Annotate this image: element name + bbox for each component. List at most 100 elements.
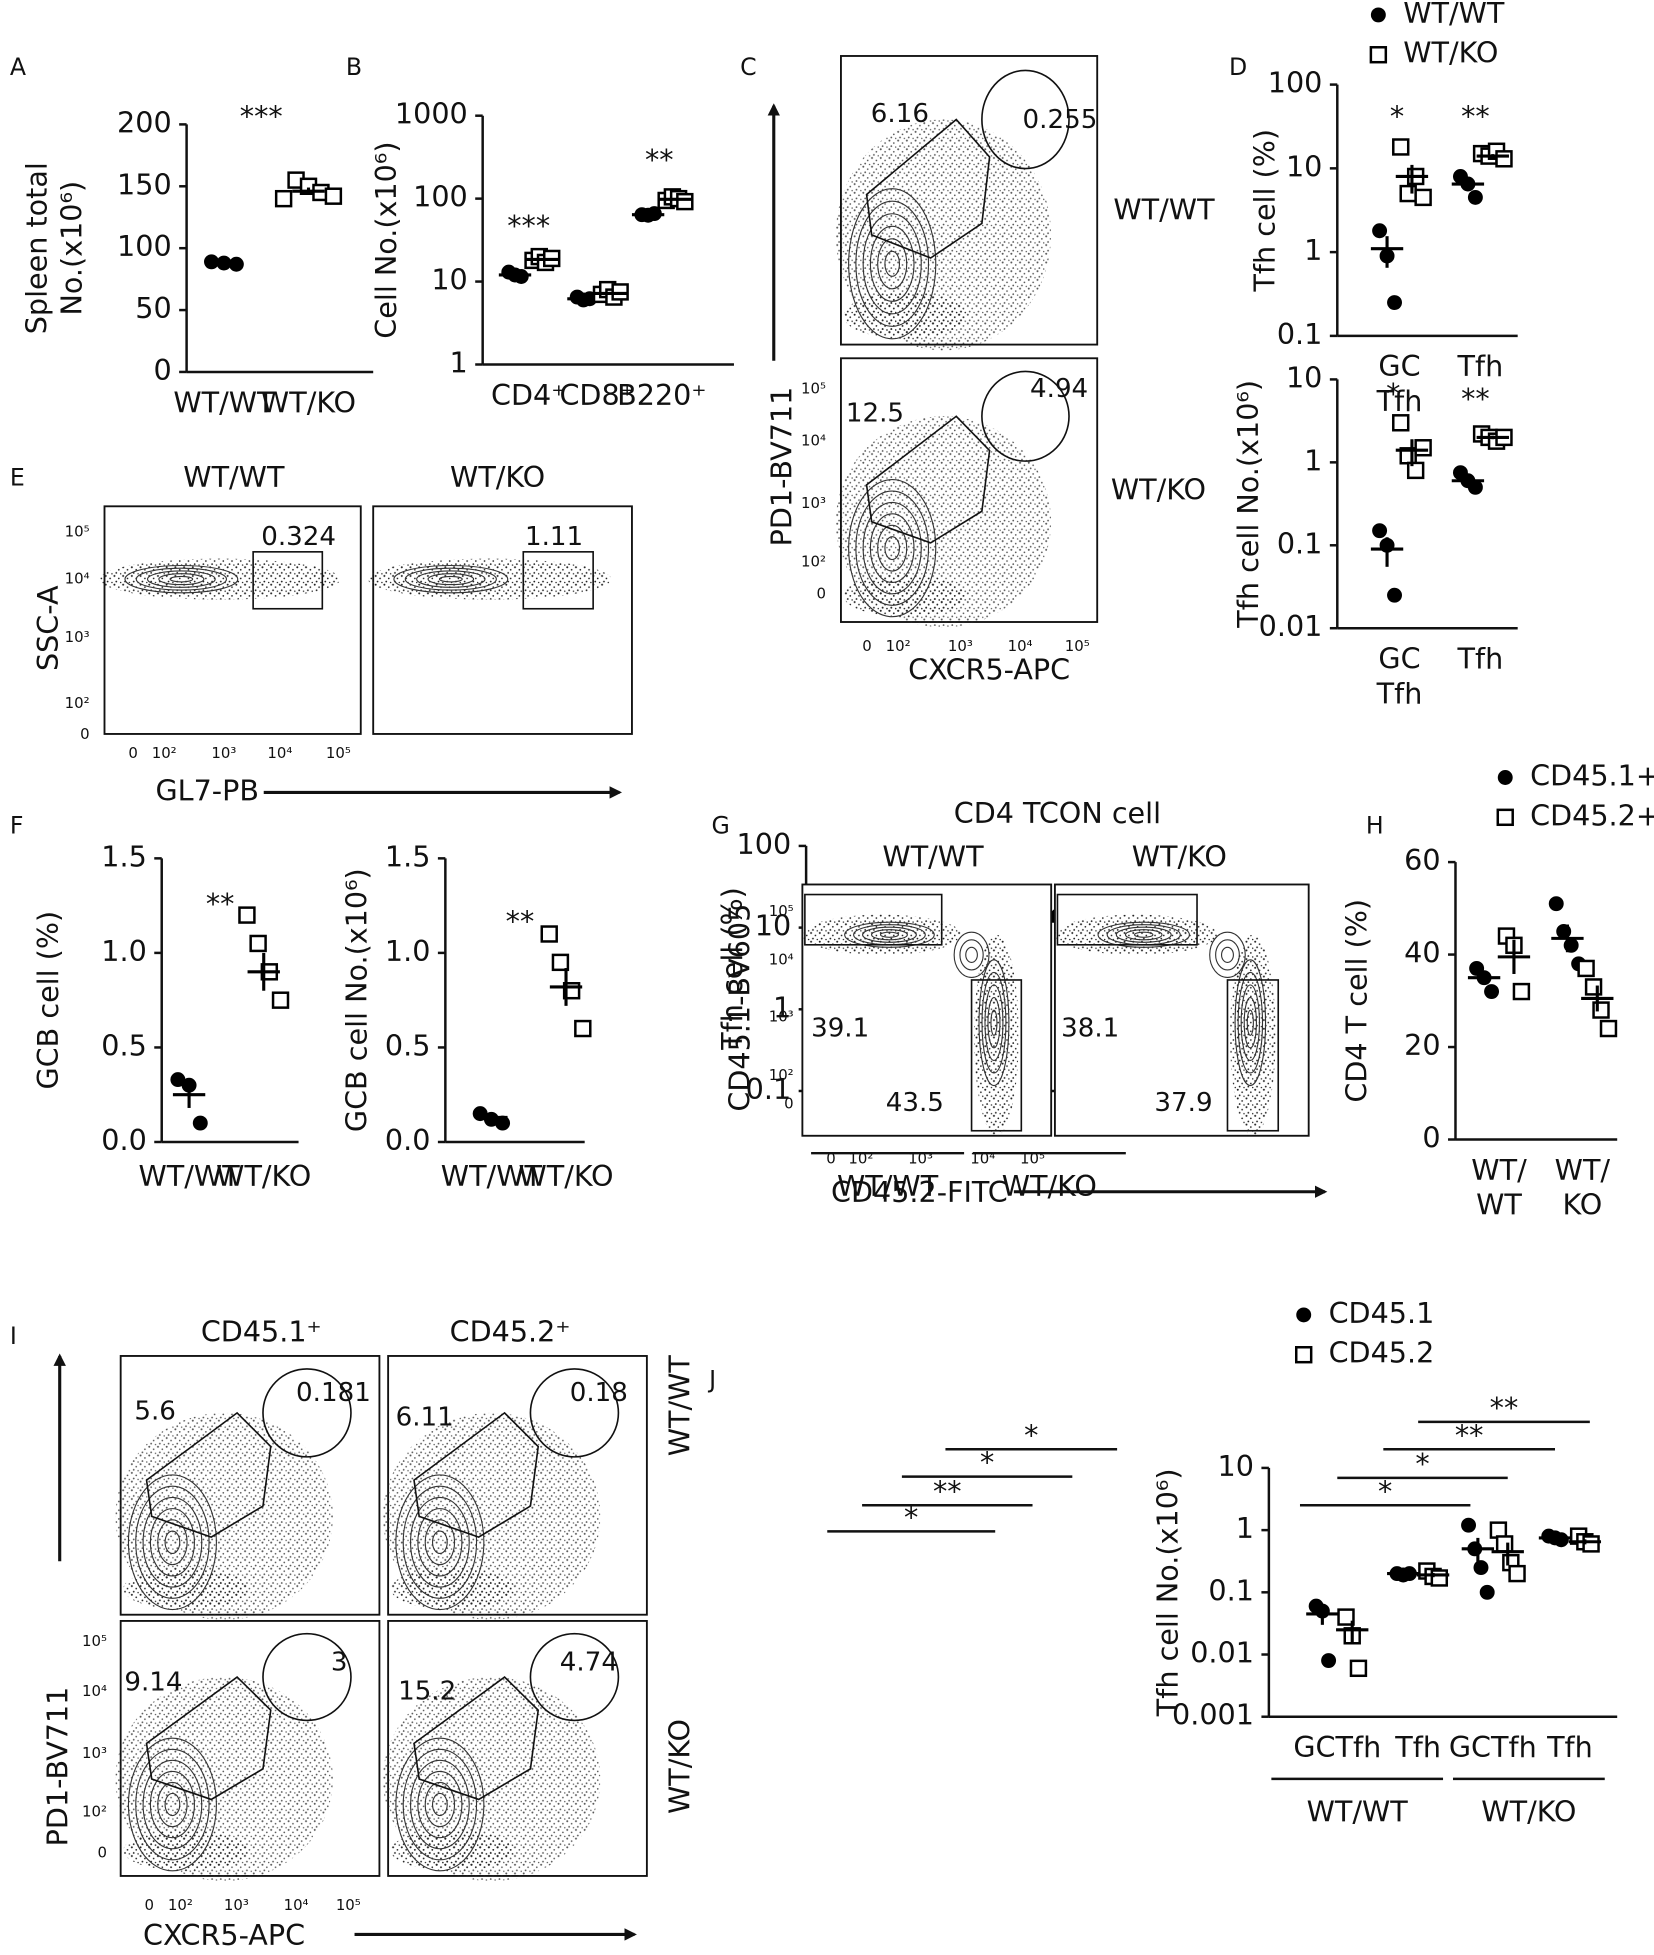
data-point xyxy=(1484,984,1500,1000)
y-tick-label: 0 xyxy=(1422,1121,1440,1155)
y-axis-label-group: GCB cell (%) xyxy=(31,911,65,1090)
x-tick-label: WT/WT xyxy=(139,1159,241,1193)
data-point xyxy=(1577,959,1595,978)
gate xyxy=(981,370,1070,462)
significance: * xyxy=(1415,1446,1429,1480)
y-tick-label: 100 xyxy=(413,180,468,214)
data-point xyxy=(574,1019,592,1038)
contour xyxy=(158,573,205,586)
y-tick-label: 1.0 xyxy=(385,934,431,968)
contour xyxy=(164,1530,181,1555)
contour xyxy=(427,573,475,586)
y-axis-label: PD1-BV711 xyxy=(41,1687,75,1847)
y-axis-label-line: Tfh cell (%) xyxy=(1247,129,1281,293)
x-tick-label: Tfh xyxy=(1394,1730,1441,1764)
y-tick-label: 10³ xyxy=(82,1744,107,1762)
y-axis-label-line: Tfh cell No.(x10⁶) xyxy=(1150,1468,1184,1717)
significance: * xyxy=(980,1445,994,1479)
x-tick-label: 10² xyxy=(886,637,911,655)
column-title: CD45.1⁺ xyxy=(201,1315,322,1349)
row-title-group: WT/KO xyxy=(663,1719,697,1814)
y-axis-label: CD4 T cell (%) xyxy=(1339,899,1373,1103)
significance: ** xyxy=(506,904,535,938)
significance: *** xyxy=(507,209,550,243)
panel-letter: J xyxy=(707,1365,716,1393)
contour xyxy=(409,1496,470,1588)
y-axis-label: GCB cell (%) xyxy=(31,911,65,1090)
x-tick-label: 10⁵ xyxy=(1020,1149,1045,1167)
data-point xyxy=(1337,1608,1355,1626)
gate xyxy=(804,893,943,946)
significance: ** xyxy=(1461,382,1490,416)
contour xyxy=(869,513,915,584)
data-point xyxy=(676,192,694,211)
data-point xyxy=(1387,295,1402,311)
data-point xyxy=(1473,1560,1489,1576)
x-tick-label: 10⁴ xyxy=(970,1149,995,1167)
panel-letter: C xyxy=(740,53,757,81)
y-axis-label-line: Cell No.(x10⁶) xyxy=(369,141,403,338)
data-point xyxy=(551,953,570,972)
contour xyxy=(953,931,990,979)
data-point xyxy=(1392,138,1410,156)
y-tick-label: 1000 xyxy=(395,97,468,131)
x-tick-label: 10³ xyxy=(211,744,236,762)
y-tick-label: 0.01 xyxy=(1190,1636,1254,1670)
gate xyxy=(145,1675,272,1801)
significance: * xyxy=(1386,377,1400,411)
gate-percentage: 6.11 xyxy=(396,1403,454,1433)
data-point xyxy=(1414,439,1432,457)
gate-percentage: 15.2 xyxy=(398,1676,456,1706)
x-tick-label: 10² xyxy=(848,1149,873,1167)
data-point xyxy=(1372,223,1388,239)
contour xyxy=(848,188,937,340)
y-tick-label: 0.1 xyxy=(1277,317,1323,351)
contour xyxy=(438,575,463,583)
y-axis-label-group: CD45.1-BV605 xyxy=(722,904,756,1112)
contour xyxy=(402,1748,478,1861)
contour xyxy=(417,1770,463,1839)
contour xyxy=(164,1792,181,1817)
x-tick-label-line: GC xyxy=(1378,349,1420,383)
x-tick-label: WT/WT xyxy=(1471,1153,1527,1222)
y-tick-label: 10⁴ xyxy=(801,432,826,450)
event-cloud xyxy=(115,1412,333,1620)
panel-letter: D xyxy=(1229,53,1247,81)
x-tick-label: 0 xyxy=(826,1149,835,1167)
data-point xyxy=(1372,523,1388,539)
x-tick-label: 0 xyxy=(862,637,871,655)
legend-label: CD45.2 xyxy=(1329,1336,1435,1370)
y-tick-label: 0.01 xyxy=(1259,609,1323,643)
y-tick-label: 1 xyxy=(450,345,468,379)
x-tick-label: Tfh xyxy=(1546,1730,1593,1764)
gate xyxy=(529,1632,620,1722)
contour xyxy=(424,1781,456,1828)
gate xyxy=(529,1368,620,1458)
y-tick-label: 1 xyxy=(1304,233,1322,267)
plot-title: WT/WT xyxy=(1113,192,1215,226)
y-tick-label: 40 xyxy=(1404,936,1440,970)
y-tick-label: 10⁴ xyxy=(82,1682,107,1700)
contour xyxy=(877,524,908,572)
data-point xyxy=(170,1072,186,1088)
contour xyxy=(417,1508,463,1577)
gate-percentage: 38.1 xyxy=(1061,1013,1119,1043)
data-point xyxy=(1495,150,1513,168)
contour xyxy=(135,567,228,591)
y-tick-label: 100 xyxy=(737,827,792,861)
contour xyxy=(981,971,1007,1074)
y-tick-label: 10 xyxy=(431,263,467,297)
y-axis-label-group: PD1-BV711 xyxy=(41,1687,75,1847)
event-cloud xyxy=(974,934,1019,1136)
x-tick-label: GCTfh xyxy=(1293,1730,1381,1764)
contour xyxy=(987,997,1001,1049)
data-point xyxy=(324,187,343,205)
x-axis-label: CD45.2-FITC xyxy=(831,1175,1008,1209)
contour xyxy=(404,567,497,591)
legend-marker xyxy=(1369,46,1388,64)
y-tick-label: 10⁴ xyxy=(769,950,794,968)
y-tick-label: 0 xyxy=(97,1844,106,1862)
significance: ** xyxy=(1461,99,1490,133)
x-tick-label: B220⁺ xyxy=(617,378,706,412)
